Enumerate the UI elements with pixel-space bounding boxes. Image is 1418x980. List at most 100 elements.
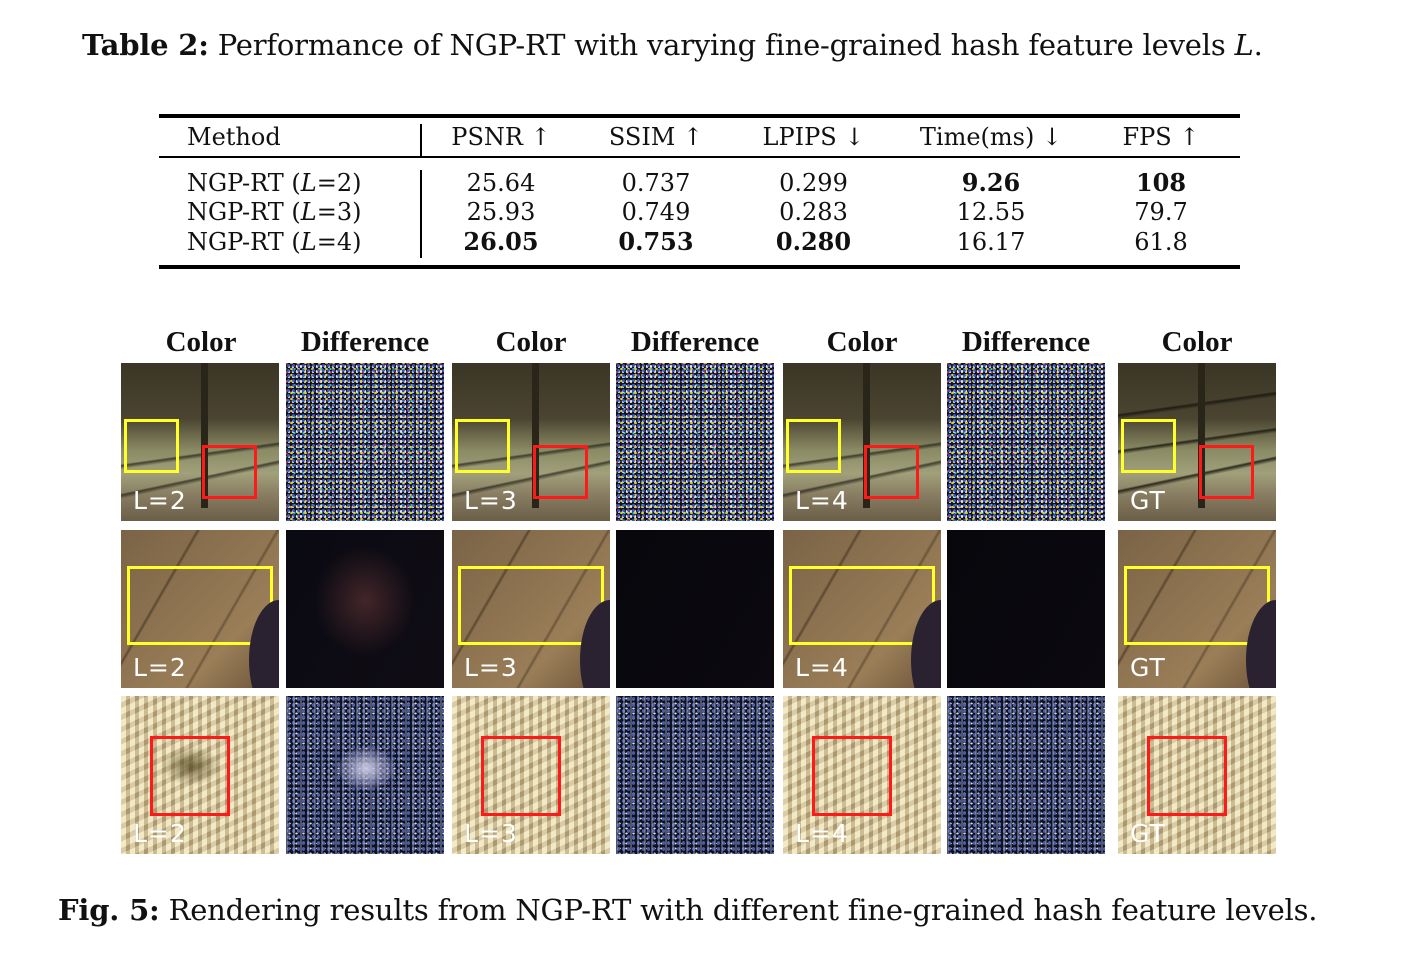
cell-time: 16.17 xyxy=(956,227,1026,256)
tile-label: L=2 xyxy=(133,486,187,515)
zoom-box-red xyxy=(481,736,561,816)
difference-tile-l4 xyxy=(947,530,1105,688)
column-header-color: Color xyxy=(1161,326,1233,358)
zoom-box-red xyxy=(812,736,892,816)
fence-pole xyxy=(1198,363,1205,508)
header-lpips: LPIPS ↓ xyxy=(762,123,865,151)
zoom-box-red xyxy=(150,736,230,816)
difference-tile-l2 xyxy=(286,530,444,688)
header-time: Time(ms) ↓ xyxy=(919,123,1063,151)
zoom-box-yellow xyxy=(127,566,273,645)
column-header-difference: Difference xyxy=(961,326,1091,358)
table-bottom-rule xyxy=(159,264,1240,269)
table-row: NGP-RT (L=3) 25.93 0.749 0.283 12.55 79.… xyxy=(159,198,1240,228)
zoom-box-yellow xyxy=(1121,419,1176,473)
header-method: Method xyxy=(187,123,281,151)
figure-caption-label: Fig. 5: xyxy=(58,893,160,927)
zoom-box-yellow xyxy=(786,419,841,473)
header-ssim: SSIM ↑ xyxy=(608,123,704,151)
cell-psnr: 25.93 xyxy=(466,198,536,227)
zoom-box-yellow xyxy=(1124,566,1270,645)
difference-tile-l2 xyxy=(286,696,444,854)
column-header-color: Color xyxy=(495,326,567,358)
ground-truth-tile: GT xyxy=(1118,696,1276,854)
tile-label: L=2 xyxy=(133,819,187,848)
tile-label: L=3 xyxy=(464,653,518,682)
column-separator xyxy=(420,124,422,156)
render-tile-l3: L=3 xyxy=(452,530,610,688)
zoom-box-yellow xyxy=(458,566,604,645)
table-caption-label: Table 2: xyxy=(82,28,209,62)
fence-pole xyxy=(201,363,208,508)
table-header-row: Method PSNR ↑ SSIM ↑ LPIPS ↓ Time(ms) ↓ … xyxy=(159,118,1240,156)
column-header-difference: Difference xyxy=(300,326,430,358)
cell-fps: 79.7 xyxy=(1134,198,1188,227)
zoom-box-yellow xyxy=(789,566,935,645)
tile-label: L=4 xyxy=(795,653,849,682)
tile-label: L=4 xyxy=(795,819,849,848)
artifact-smudge xyxy=(161,746,221,786)
results-table: Method PSNR ↑ SSIM ↑ LPIPS ↓ Time(ms) ↓ … xyxy=(159,114,1240,269)
column-header-color: Color xyxy=(165,326,237,358)
render-tile-l2: L=2 xyxy=(121,530,279,688)
table-row: NGP-RT (L=4) 26.05 0.753 0.280 16.17 61.… xyxy=(159,227,1240,257)
error-blob xyxy=(336,746,396,791)
cell-method: NGP-RT (L=2) xyxy=(187,168,362,197)
difference-tile-l3 xyxy=(616,530,774,688)
difference-tile-l3 xyxy=(616,696,774,854)
figure-caption-text: Rendering results from NGP-RT with diffe… xyxy=(159,893,1318,927)
header-fps: FPS ↑ xyxy=(1122,123,1200,151)
table-caption-text: Performance of NGP-RT with varying fine-… xyxy=(208,28,1235,62)
figure-caption: Fig. 5: Rendering results from NGP-RT wi… xyxy=(58,893,1318,927)
difference-tile-l4 xyxy=(947,363,1105,521)
table-caption-var: L xyxy=(1234,28,1254,62)
tile-label: GT xyxy=(1130,486,1166,515)
tile-label: L=3 xyxy=(464,819,518,848)
difference-tile-l2 xyxy=(286,363,444,521)
tile-label: GT xyxy=(1130,819,1166,848)
cell-lpips: 0.299 xyxy=(779,168,848,197)
difference-tile-l3 xyxy=(616,363,774,521)
tile-label: L=2 xyxy=(133,653,187,682)
cell-psnr: 26.05 xyxy=(463,227,539,257)
zoom-box-yellow xyxy=(455,419,510,473)
render-tile-l3: L=3 xyxy=(452,696,610,854)
cell-ssim: 0.753 xyxy=(618,227,694,257)
render-tile-l3: L=3 xyxy=(452,363,610,521)
cell-fps: 108 xyxy=(1135,168,1187,198)
table-top-rule xyxy=(159,114,1240,118)
tile-label: GT xyxy=(1130,653,1166,682)
zoom-box-red xyxy=(202,445,257,499)
cell-lpips: 0.280 xyxy=(775,227,852,257)
table-body: NGP-RT (L=2) 25.64 0.737 0.299 9.26 108 … xyxy=(159,158,1240,265)
ground-truth-tile: GT xyxy=(1118,530,1276,688)
render-tile-l2: L=2 xyxy=(121,696,279,854)
tile-label: L=3 xyxy=(464,486,518,515)
ground-truth-tile: GT xyxy=(1118,363,1276,521)
cell-fps: 61.8 xyxy=(1134,227,1188,256)
header-psnr: PSNR ↑ xyxy=(451,123,551,151)
cell-ssim: 0.749 xyxy=(621,198,691,227)
render-tile-l4: L=4 xyxy=(783,530,941,688)
fence-pole xyxy=(532,363,539,508)
table-row: NGP-RT (L=2) 25.64 0.737 0.299 9.26 108 xyxy=(159,168,1240,198)
column-header-color: Color xyxy=(826,326,898,358)
zoom-box-red xyxy=(1147,736,1227,816)
zoom-box-red xyxy=(1199,445,1254,499)
zoom-box-yellow xyxy=(124,419,179,473)
cell-ssim: 0.737 xyxy=(621,168,691,197)
zoom-box-red xyxy=(533,445,588,499)
zoom-box-red xyxy=(864,445,919,499)
cell-method: NGP-RT (L=3) xyxy=(187,198,362,227)
fence-pole xyxy=(863,363,870,508)
cell-method: NGP-RT (L=4) xyxy=(187,227,362,256)
cell-time: 12.55 xyxy=(956,198,1026,227)
render-tile-l4: L=4 xyxy=(783,696,941,854)
render-tile-l2: L=2 xyxy=(121,363,279,521)
table-mid-rule xyxy=(159,156,1240,158)
render-tile-l4: L=4 xyxy=(783,363,941,521)
table-caption: Table 2: Performance of NGP-RT with vary… xyxy=(82,28,1263,62)
table-caption-end: . xyxy=(1253,28,1263,62)
cell-lpips: 0.283 xyxy=(779,198,848,227)
tile-label: L=4 xyxy=(795,486,849,515)
